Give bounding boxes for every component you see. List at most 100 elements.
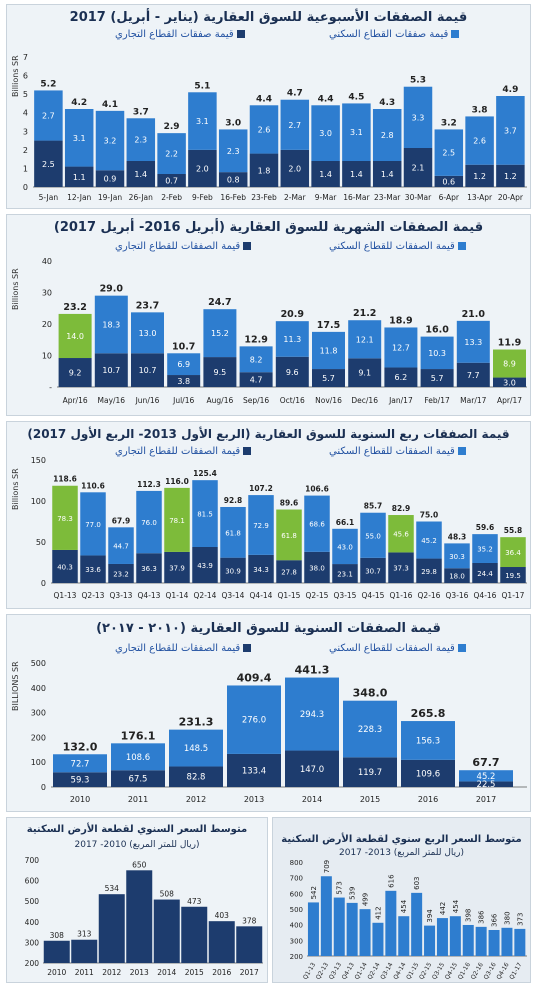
annual-label-commercial: 22.5 [477,780,496,790]
annual-bar-commercial [227,753,281,787]
weekly-y-tick: 1 [23,164,28,173]
quarterly-bar-residential [472,534,498,563]
quarterly-x-tick: Q1-16 [390,591,413,600]
weekly-bar-commercial [496,164,525,187]
monthly-x-tick: Jan/17 [388,396,413,405]
monthly-y-tick: 10 [42,352,52,361]
quarterly_price-y-tick: 200 [290,953,303,961]
quarterly-label-residential: 43.0 [337,543,353,551]
weekly-x-tick: 9-Feb [192,193,213,202]
annual_price-value-label: 403 [215,911,230,920]
quarterly-bar-residential [108,527,134,564]
monthly-bar-residential [384,327,418,368]
quarterly-y-tick: 50 [36,538,46,547]
weekly-legend-commercial: قيمة صفقات القطاع التجاري [115,29,248,40]
quarterly-label-commercial: 33.6 [85,566,101,574]
weekly-label-residential: 2.7 [288,121,301,130]
quarterly-total-label: 92.8 [224,496,243,505]
quarterly-total-label: 67.9 [112,516,131,525]
weekly-bar-commercial [188,149,217,187]
weekly-x-tick: 6-Apr [439,193,460,202]
annual_price-y-tick: 600 [25,877,40,886]
quarterly_price-value-label: 499 [362,893,370,906]
annual-bar-commercial [343,757,397,787]
weekly-total-label: 4.3 [379,98,395,108]
quarterly-bar-residential [360,512,386,558]
quarterly_price-bar [436,918,448,956]
quarterly-price-panel: متوسط السعر الربع سنوي لقطعة الأرض السكن… [272,817,531,983]
weekly-label-commercial: 0.6 [442,177,455,186]
monthly-x-tick: Oct/16 [280,396,305,405]
monthly-y-tick: 30 [42,289,52,298]
annual-bar-residential [111,743,165,771]
annual-bar-residential [169,729,223,767]
quarterly_price-bar [449,916,461,956]
quarterly-label-residential: 61.8 [225,529,241,537]
weekly-bar-residential [95,110,125,171]
annual-total-label: 441.3 [295,664,330,677]
weekly-label-residential: 2.5 [442,149,455,158]
weekly-y-tick: 6 [23,72,28,81]
annual_price-bar [181,906,208,963]
annual-bar-residential [343,700,397,758]
weekly-total-label: 3.0 [225,118,241,128]
quarterly-label-commercial: 43.9 [197,562,213,570]
quarterly_price-value-label: 394 [426,909,434,923]
annual-y-tick: 300 [31,709,46,718]
monthly-bar-residential [203,309,237,358]
monthly-label-residential: 10.3 [428,349,446,358]
monthly-label-residential: 8.9 [503,360,516,369]
weekly-x-tick: 9-Mar [315,193,338,202]
weekly-total-label: 2.9 [164,122,180,132]
quarterly-label-commercial: 34.3 [253,566,269,574]
annual-price-title: متوسط السعر السنوي لقطعة الأرض السكنية [26,824,248,835]
monthly-total-label: 24.7 [208,297,231,308]
weekly-total-label: 5.2 [40,79,56,89]
weekly-y-tick: 5 [23,90,28,99]
weekly-x-tick: 19-Jan [98,193,122,202]
monthly-total-label: 21.0 [462,309,486,320]
monthly-x-tick: Aug/16 [207,396,234,405]
quarterly-label-residential: 61.8 [281,532,297,540]
quarterly-y-tick: 100 [31,497,46,506]
weekly-bar-residential [311,105,340,161]
monthly-chart-title: قيمة الصفقات الشهرية للسوق العقارية (أبر… [53,220,484,235]
monthly-bar-commercial [239,372,273,387]
annual-x-tick: 2015 [360,795,380,804]
weekly-total-label: 4.1 [102,100,118,110]
weekly-bar-residential [249,105,279,154]
quarterly-label-commercial: 18.0 [449,573,465,581]
quarterly-bar-residential [332,528,358,565]
quarterly_price-value-label: 386 [478,910,486,924]
weekly-bar-residential [157,133,186,174]
weekly-total-label: 4.2 [71,98,87,108]
annual_price-bar [236,926,263,963]
weekly-total-label: 3.7 [133,107,149,117]
weekly-label-commercial: 1.4 [350,170,363,179]
annual-y-tick: 0 [41,783,46,792]
weekly-bar-commercial [280,149,310,187]
monthly-label-commercial: 9.2 [69,369,82,378]
weekly-chart-panel: قيمة الصفقات الأسبوعية للسوق العقارية (ي… [6,4,531,209]
weekly-label-residential: 3.1 [196,117,209,126]
annual-x-tick: 2011 [128,795,148,804]
monthly-x-tick: Dec/16 [351,396,378,405]
annual_price-y-tick: 300 [25,938,40,947]
annual_price-value-label: 508 [160,890,175,899]
annual_price-bar [43,940,70,963]
annual_price-y-tick: 500 [25,897,40,906]
weekly-bar-residential [403,86,433,148]
quarterly_price-bar [385,890,397,956]
monthly-label-commercial: 3.0 [503,378,516,387]
quarterly_price-bar [488,929,500,956]
weekly-label-commercial: 1.4 [381,170,394,179]
quarterly_price-value-label: 412 [374,906,382,919]
monthly-total-label: 11.9 [498,338,521,349]
monthly-y-tick: 40 [42,257,52,266]
annual-chart-panel: قيمة الصفقات السنوية للسوق العقارية (٢٠١… [6,614,531,812]
quarterly_price-y-tick: 300 [290,937,303,945]
quarterly-bar-residential [52,485,78,550]
quarterly-x-tick: Q2-16 [418,591,441,600]
weekly-label-residential: 2.6 [258,125,271,134]
monthly-label-residential: 13.3 [464,338,482,347]
